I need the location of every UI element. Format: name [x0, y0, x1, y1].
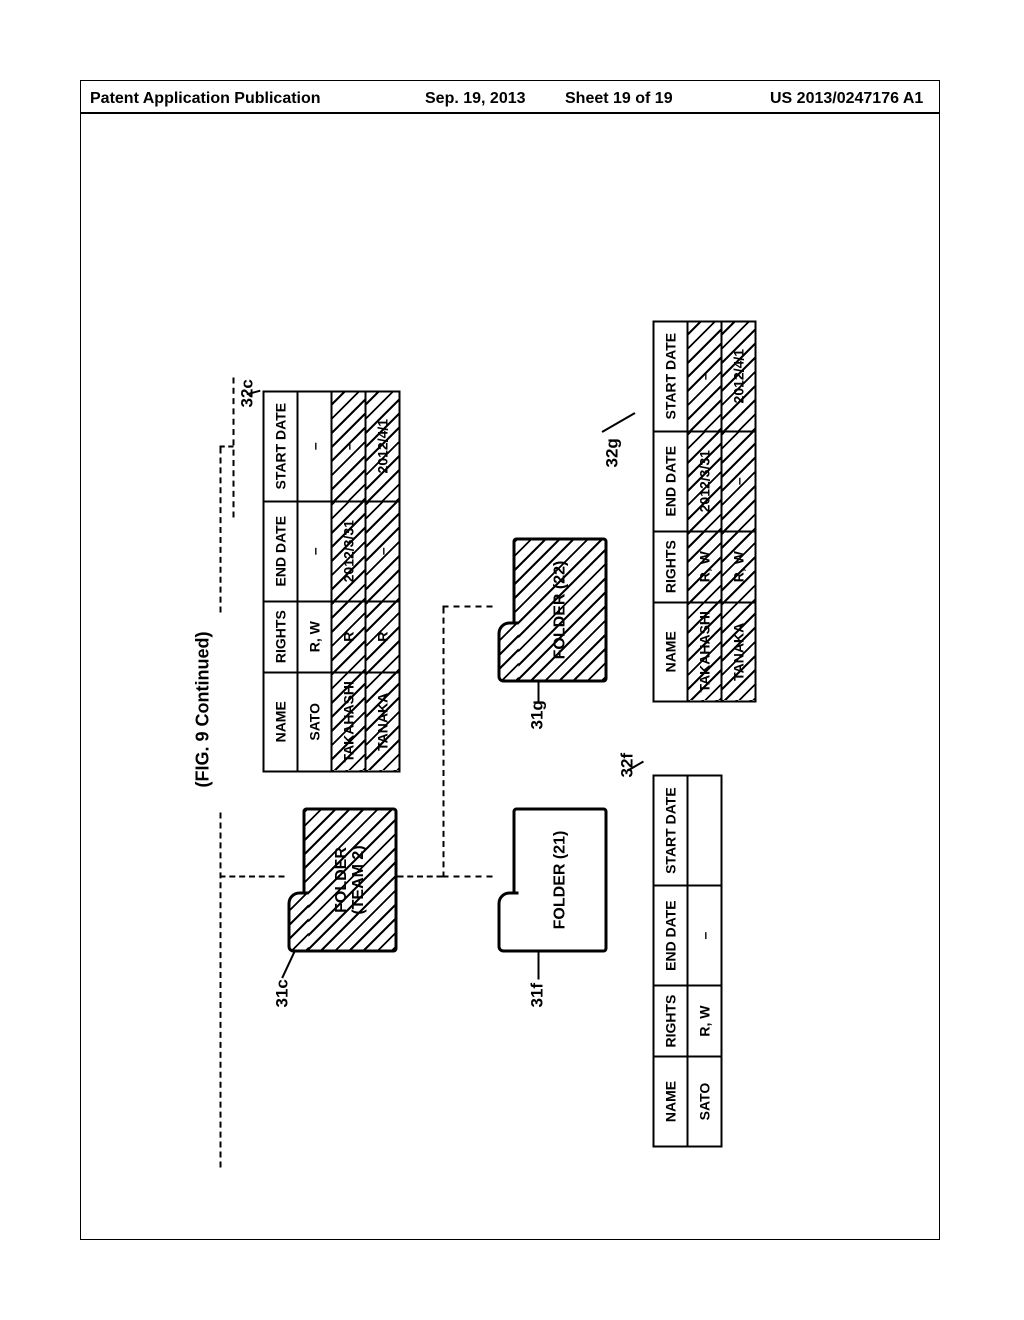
col-header-end: END DATE [264, 501, 298, 601]
cell-rights: R [332, 601, 366, 672]
folder-team2: FOLDER (TEAM 2) [303, 808, 398, 953]
publication-number: US 2013/0247176 A1 [770, 90, 923, 108]
dash-down-to-c [220, 876, 285, 878]
folder-team2-line2: (TEAM 2) [350, 845, 367, 914]
col-header-name: NAME [654, 1057, 688, 1147]
sheet-info: Sheet 19 of 19 [565, 90, 673, 108]
cell-rights: R, W [298, 601, 332, 672]
folder-21: FOLDER (21) [513, 808, 608, 953]
lead-31g [538, 682, 540, 702]
col-header-end: END DATE [654, 431, 688, 531]
dash-to-f [443, 876, 493, 878]
cell-end: 2012/3/31 [332, 501, 366, 601]
cell-start: 2012/4/1 [366, 391, 400, 501]
cell-name: SATO [298, 672, 332, 771]
table-row: SATO R, W – [688, 776, 722, 1147]
folder-22: FOLDER (22) [513, 538, 608, 683]
col-header-start: START DATE [654, 776, 688, 886]
table-row: NAME RIGHTS END DATE START DATE [654, 776, 688, 1147]
cell-name: TAKAHASHI [332, 672, 366, 771]
folder-21-label: FOLDER (21) [550, 829, 570, 932]
table-32g: NAME RIGHTS END DATE START DATE TAKAHASH… [653, 320, 757, 702]
table-32f: NAME RIGHTS END DATE START DATE SATO R, … [653, 775, 723, 1148]
publication-label: Patent Application Publication [90, 90, 321, 108]
dash-t-h [233, 378, 235, 518]
table-row: TAKAHASHI R 2012/3/31 – [332, 391, 366, 771]
folder-22-label: FOLDER (22) [550, 559, 570, 662]
table-row: TANAKA R, W – 2012/4/1 [722, 321, 756, 701]
folder-team2-line1: FOLDER [332, 847, 349, 913]
cell-name: TAKAHASHI [688, 602, 722, 701]
ref-31c: 31c [273, 979, 293, 1007]
cell-end: – [298, 501, 332, 601]
dash-c-down [398, 876, 443, 878]
cell-end: 2012/3/31 [688, 431, 722, 531]
cell-rights: R [366, 601, 400, 672]
cell-rights: R, W [688, 531, 722, 602]
lead-32g [602, 412, 636, 433]
ref-32g: 32g [603, 438, 623, 467]
publication-date: Sep. 19, 2013 [425, 90, 526, 108]
folder-team2-label: FOLDER (TEAM 2) [331, 843, 368, 916]
lead-31f [538, 952, 540, 980]
ref-31g: 31g [528, 700, 548, 729]
cell-name: SATO [688, 1057, 722, 1147]
cell-end: – [688, 886, 722, 986]
col-header-rights: RIGHTS [264, 601, 298, 672]
figure-title: (FIG. 9 Continued) [193, 632, 214, 788]
cell-end: – [722, 431, 756, 531]
table-row: TAKAHASHI R, W 2012/3/31 – [688, 321, 722, 701]
figure-area: (FIG. 9 Continued) FOLDER (TEAM 2) 31c N… [0, 398, 963, 968]
dash-to-g [443, 606, 493, 608]
cell-rights: R, W [688, 986, 722, 1057]
table-row: NAME RIGHTS END DATE START DATE [654, 321, 688, 701]
col-header-rights: RIGHTS [654, 531, 688, 602]
col-header-rights: RIGHTS [654, 986, 688, 1057]
header-rule [80, 112, 940, 114]
cell-start: – [298, 391, 332, 501]
dash-top-left [220, 813, 222, 1168]
col-header-start: START DATE [264, 391, 298, 501]
cell-start: – [332, 391, 366, 501]
col-header-start: START DATE [654, 321, 688, 431]
col-header-name: NAME [654, 602, 688, 701]
ref-31f: 31f [528, 983, 548, 1008]
table-row: SATO R, W – – [298, 391, 332, 771]
col-header-end: END DATE [654, 886, 688, 986]
table-row: NAME RIGHTS END DATE START DATE [264, 391, 298, 771]
cell-start [688, 776, 722, 886]
dash-split [443, 608, 445, 878]
lead-31c [281, 950, 295, 978]
cell-end: – [366, 501, 400, 601]
table-32c: NAME RIGHTS END DATE START DATE SATO R, … [263, 390, 401, 772]
dash-top-right [220, 448, 222, 613]
cell-rights: R, W [722, 531, 756, 602]
cell-start: – [688, 321, 722, 431]
cell-name: TANAKA [366, 672, 400, 771]
table-row: TANAKA R – 2012/4/1 [366, 391, 400, 771]
dash-t-top [220, 446, 234, 448]
col-header-name: NAME [264, 672, 298, 771]
cell-start: 2012/4/1 [722, 321, 756, 431]
cell-name: TANAKA [722, 602, 756, 701]
